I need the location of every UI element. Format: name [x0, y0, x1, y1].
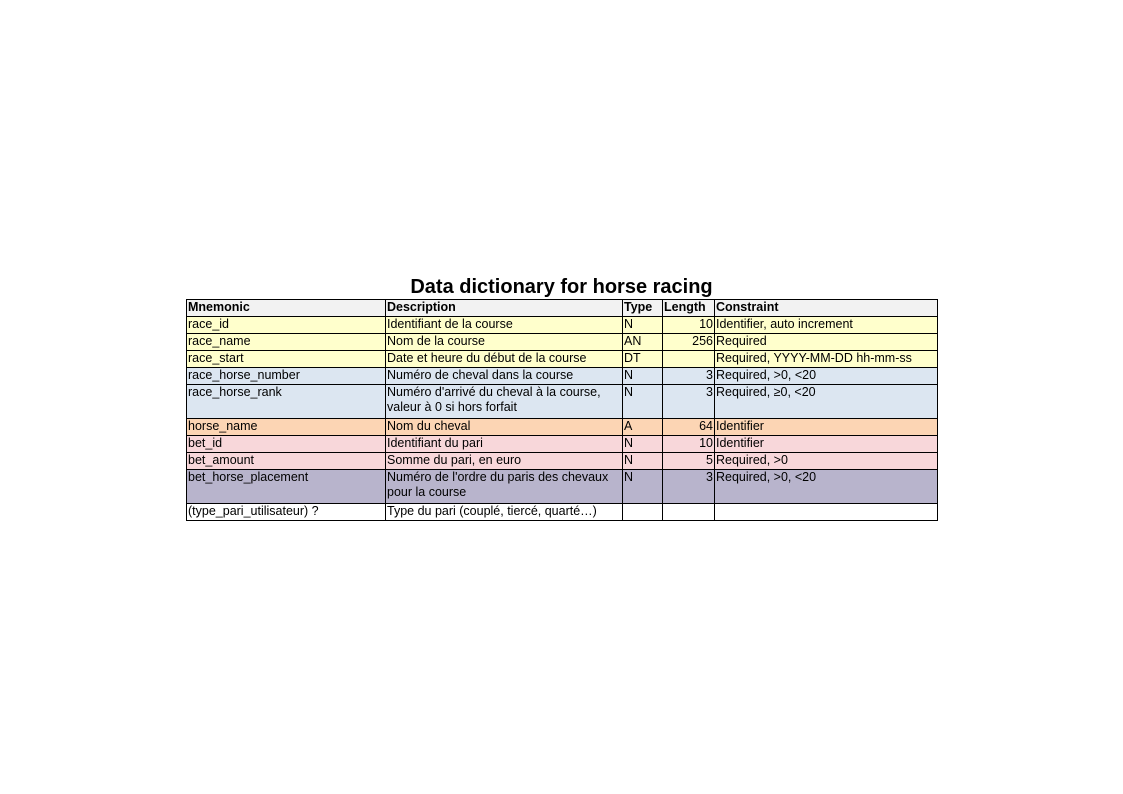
length-cell: 64	[662, 418, 715, 436]
description-cell: Nom de la course	[385, 333, 623, 351]
length-cell: 10	[662, 435, 715, 453]
type-cell: N	[622, 384, 663, 419]
type-cell: A	[622, 418, 663, 436]
mnemonic-cell: race_id	[186, 316, 386, 334]
length-cell	[662, 350, 715, 368]
constraint-cell: Required, YYYY-MM-DD hh-mm-ss	[714, 350, 938, 368]
table-row: bet_id Identifiant du pari N 10 Identifi…	[186, 435, 938, 453]
description-cell: Identifiant du pari	[385, 435, 623, 453]
length-cell: 3	[662, 367, 715, 385]
description-cell: Numéro d'arrivé du cheval à la course, v…	[385, 384, 623, 419]
mnemonic-cell: bet_amount	[186, 452, 386, 470]
length-cell: 256	[662, 333, 715, 351]
mnemonic-cell: race_horse_rank	[186, 384, 386, 419]
constraint-cell: Required	[714, 333, 938, 351]
description-cell: Somme du pari, en euro	[385, 452, 623, 470]
table-row: (type_pari_utilisateur) ? Type du pari (…	[186, 503, 938, 521]
type-cell: N	[622, 316, 663, 334]
mnemonic-cell: (type_pari_utilisateur) ?	[186, 503, 386, 521]
description-cell: Type du pari (couplé, tiercé, quarté…)	[385, 503, 623, 521]
table-header-row: Mnemonic Description Type Length Constra…	[186, 299, 938, 317]
description-cell: Numéro de l'ordre du paris des chevaux p…	[385, 469, 623, 504]
constraint-cell: Identifier	[714, 435, 938, 453]
length-cell	[662, 503, 715, 521]
constraint-cell	[714, 503, 938, 521]
constraint-cell: Identifier	[714, 418, 938, 436]
type-cell	[622, 503, 663, 521]
mnemonic-cell: race_start	[186, 350, 386, 368]
mnemonic-cell: bet_horse_placement	[186, 469, 386, 504]
type-cell: N	[622, 367, 663, 385]
table-row: bet_horse_placement Numéro de l'ordre du…	[186, 469, 938, 504]
column-header-length: Length	[662, 299, 715, 317]
type-cell: AN	[622, 333, 663, 351]
type-cell: N	[622, 469, 663, 504]
constraint-cell: Required, >0	[714, 452, 938, 470]
constraint-cell: Required, ≥0, <20	[714, 384, 938, 419]
description-cell: Identifiant de la course	[385, 316, 623, 334]
table-row: race_horse_rank Numéro d'arrivé du cheva…	[186, 384, 938, 419]
type-cell: DT	[622, 350, 663, 368]
mnemonic-cell: horse_name	[186, 418, 386, 436]
table-row: race_name Nom de la course AN 256 Requir…	[186, 333, 938, 351]
page-title: Data dictionary for horse racing	[410, 276, 713, 298]
table-row: race_horse_number Numéro de cheval dans …	[186, 367, 938, 385]
column-header-constraint: Constraint	[714, 299, 938, 317]
column-header-description: Description	[385, 299, 623, 317]
description-cell: Numéro de cheval dans la course	[385, 367, 623, 385]
type-cell: N	[622, 435, 663, 453]
description-cell: Date et heure du début de la course	[385, 350, 623, 368]
length-cell: 3	[662, 469, 715, 504]
column-header-type: Type	[622, 299, 663, 317]
table-row: race_id Identifiant de la course N 10 Id…	[186, 316, 938, 334]
constraint-cell: Required, >0, <20	[714, 469, 938, 504]
constraint-cell: Required, >0, <20	[714, 367, 938, 385]
description-cell: Nom du cheval	[385, 418, 623, 436]
column-header-mnemonic: Mnemonic	[186, 299, 386, 317]
constraint-cell: Identifier, auto increment	[714, 316, 938, 334]
table-row: race_start Date et heure du début de la …	[186, 350, 938, 368]
type-cell: N	[622, 452, 663, 470]
length-cell: 5	[662, 452, 715, 470]
table-row: horse_name Nom du cheval A 64 Identifier	[186, 418, 938, 436]
mnemonic-cell: race_horse_number	[186, 367, 386, 385]
table-row: bet_amount Somme du pari, en euro N 5 Re…	[186, 452, 938, 470]
length-cell: 10	[662, 316, 715, 334]
data-dictionary-table: Mnemonic Description Type Length Constra…	[186, 299, 938, 521]
mnemonic-cell: bet_id	[186, 435, 386, 453]
length-cell: 3	[662, 384, 715, 419]
mnemonic-cell: race_name	[186, 333, 386, 351]
